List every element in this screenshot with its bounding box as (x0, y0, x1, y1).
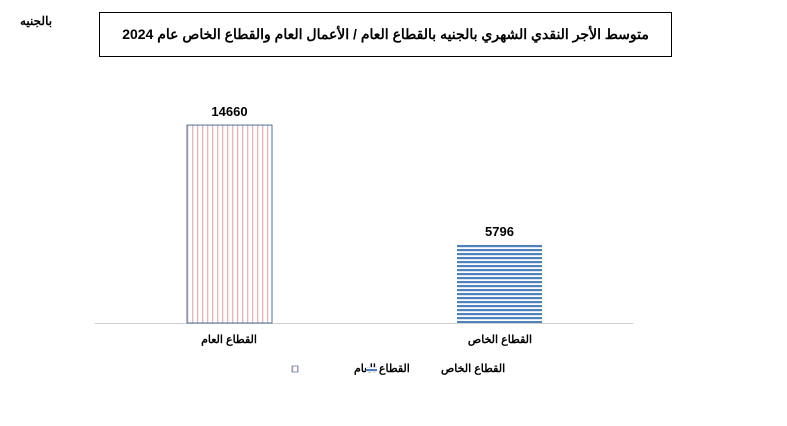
data-label: 5796 (485, 224, 514, 239)
legend-swatch-private (366, 367, 377, 372)
legend-label-public: القطاع العام (354, 363, 410, 375)
x-tick-label: القطاع الخاص (468, 334, 532, 346)
bar-private-sector (457, 244, 542, 323)
x-tick-label: القطاع العام (201, 334, 257, 346)
chart-title: متوسط الأجر النقدي الشهري بالجنيه بالقطا… (99, 12, 672, 57)
data-label: 14660 (211, 104, 247, 119)
legend-label-private: القطاع الخاص (441, 363, 505, 375)
unit-label: بالجنيه (20, 14, 53, 28)
legend: القطاع العام القطاع الخاص (291, 363, 505, 375)
bar-public-sector (186, 124, 273, 324)
legend-swatch-public (291, 365, 299, 373)
